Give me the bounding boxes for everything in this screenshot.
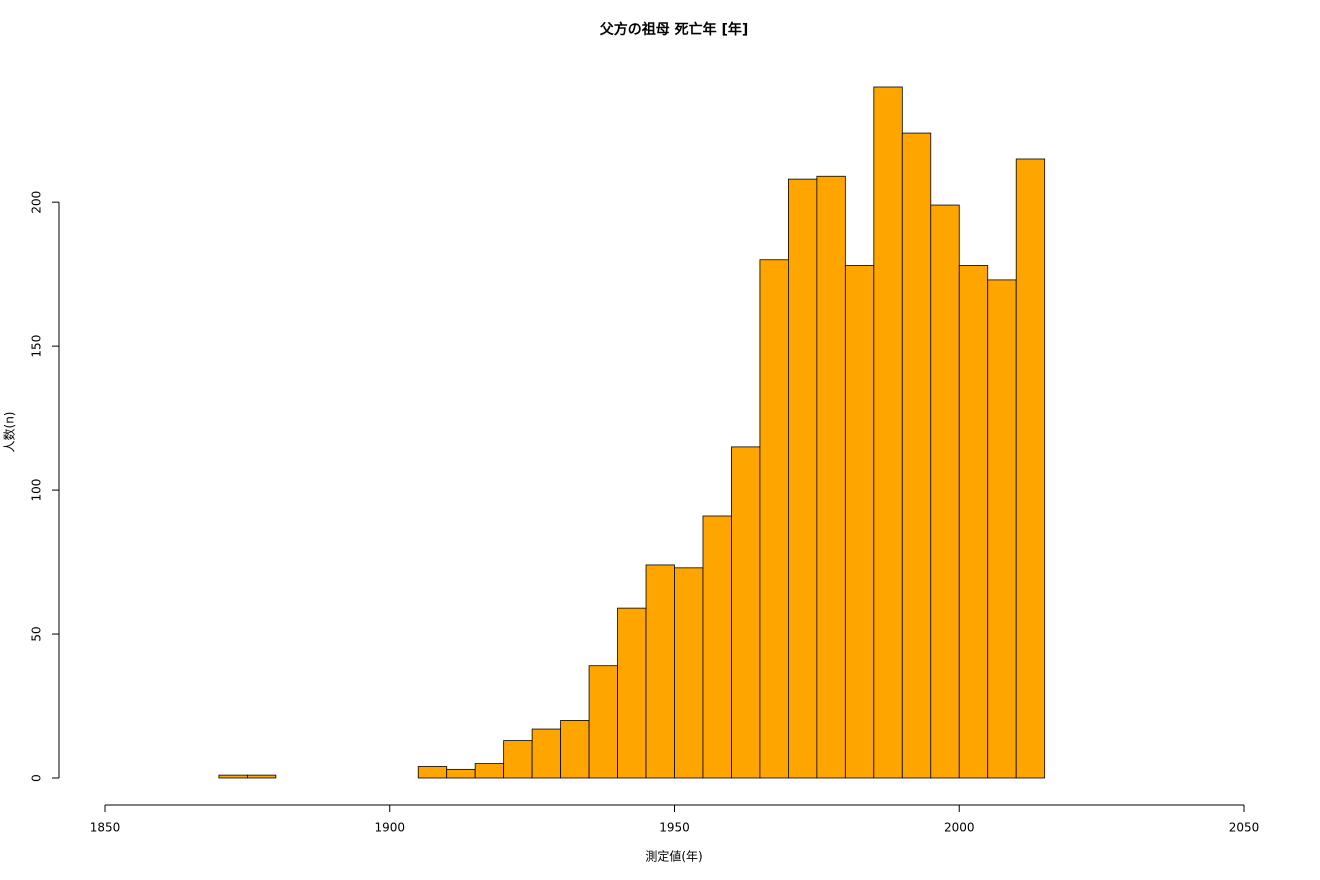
x-tick-label: 1850 <box>90 821 121 835</box>
bar <box>759 259 789 779</box>
y-tick-label: 200 <box>30 191 44 214</box>
x-tick-label: 1900 <box>374 821 405 835</box>
bar <box>901 132 932 779</box>
bar <box>1015 158 1046 779</box>
bar <box>617 607 647 779</box>
bar <box>645 564 675 779</box>
bar <box>987 279 1017 779</box>
bar <box>788 178 818 779</box>
bar <box>531 728 562 779</box>
y-tick-label: 0 <box>30 774 44 782</box>
bar <box>674 567 704 779</box>
bar <box>503 740 533 779</box>
x-tick-label: 2050 <box>1229 821 1260 835</box>
bar <box>588 665 618 779</box>
bar <box>246 774 277 779</box>
y-tick-label: 50 <box>30 626 44 641</box>
bar <box>446 768 476 779</box>
bar <box>958 265 989 779</box>
bar <box>844 265 875 779</box>
bar <box>702 515 732 779</box>
bar <box>930 204 960 779</box>
y-tick-label: 100 <box>30 479 44 502</box>
x-tick-label: 1950 <box>659 821 690 835</box>
x-tick-label: 2000 <box>944 821 975 835</box>
bar <box>731 446 761 779</box>
chart-title: 父方の祖母 死亡年 [年] <box>599 21 749 38</box>
bar <box>218 774 248 779</box>
bar <box>560 720 590 779</box>
bar <box>873 86 903 779</box>
bar <box>474 763 505 779</box>
y-tick-label: 150 <box>30 335 44 358</box>
x-axis-label: 測定値(年) <box>645 849 702 864</box>
y-axis-label: 人数(n) <box>2 412 17 453</box>
bar <box>816 175 846 779</box>
bar <box>417 766 448 779</box>
